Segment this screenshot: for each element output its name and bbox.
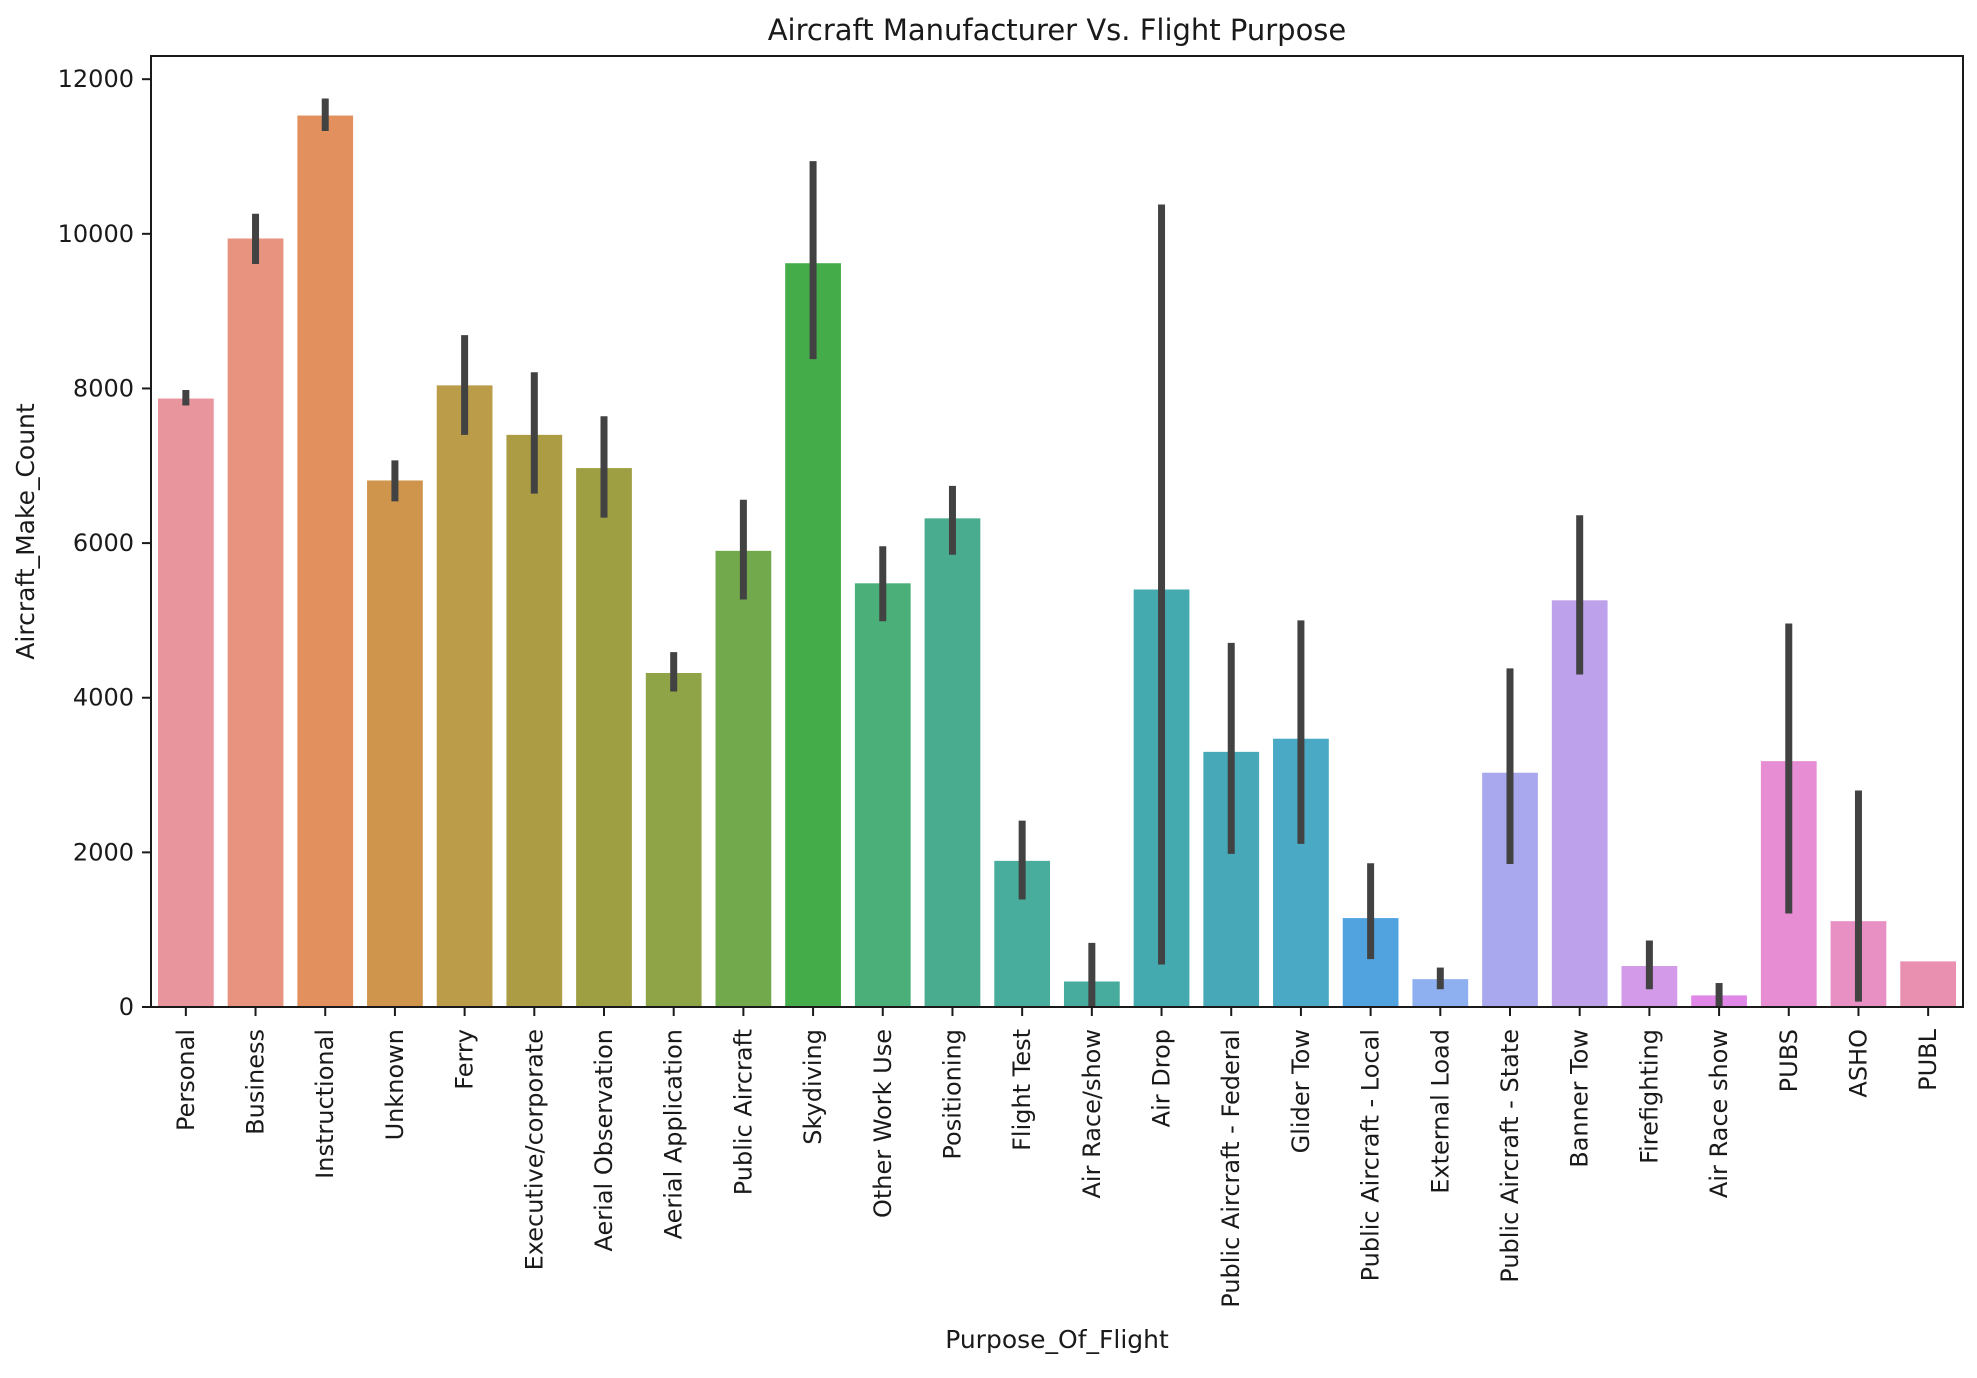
x-tick-label-1: Business bbox=[242, 1029, 270, 1135]
y-axis-label: Aircraft_Make_Count bbox=[11, 403, 40, 660]
bar-3 bbox=[367, 480, 423, 1008]
bar-0 bbox=[157, 398, 214, 1007]
y-tick-label-6: 12000 bbox=[58, 65, 134, 93]
x-tick-label-20: Banner Tow bbox=[1566, 1029, 1594, 1168]
x-tick-label-18: External Load bbox=[1426, 1029, 1454, 1194]
x-tick-label-4: Ferry bbox=[451, 1029, 479, 1090]
x-tick-label-9: Skydiving bbox=[799, 1029, 827, 1145]
bar-25 bbox=[1900, 961, 1957, 1007]
bar-6 bbox=[576, 468, 632, 1008]
x-tick-label-21: Firefighting bbox=[1635, 1029, 1663, 1164]
y-tick-label-0: 0 bbox=[119, 993, 134, 1021]
x-tick-label-16: Glider Tow bbox=[1287, 1029, 1315, 1153]
x-tick-label-12: Flight Test bbox=[1008, 1029, 1036, 1151]
y-tick-label-3: 6000 bbox=[73, 529, 134, 557]
x-tick-label-19: Public Aircraft - State bbox=[1496, 1029, 1524, 1283]
bar-4 bbox=[436, 385, 493, 1007]
x-tick-label-17: Public Aircraft - Local bbox=[1357, 1029, 1385, 1281]
x-axis: Personal Business Instructional Unknown Ferr… bbox=[172, 1007, 1942, 1308]
bars-layer bbox=[157, 115, 1957, 1008]
y-tick-label-4: 8000 bbox=[73, 374, 134, 402]
x-tick-label-7: Aerial Application bbox=[660, 1029, 688, 1239]
x-tick-label-15: Public Aircraft - Federal bbox=[1217, 1029, 1245, 1308]
x-tick-label-5: Executive/corporate bbox=[520, 1029, 548, 1270]
plot-frame bbox=[150, 55, 1964, 1008]
x-tick-label-0: Personal bbox=[172, 1029, 200, 1131]
x-tick-label-3: Unknown bbox=[381, 1029, 409, 1140]
bar-5 bbox=[506, 434, 563, 1008]
x-tick-label-11: Positioning bbox=[938, 1029, 966, 1160]
x-tick-label-22: Air Race show bbox=[1705, 1029, 1733, 1198]
chart-title: Aircraft Manufacturer Vs. Flight Purpose bbox=[768, 13, 1347, 47]
bar-9 bbox=[785, 263, 841, 1008]
error-bars-layer bbox=[182, 98, 1862, 1007]
y-axis: 0 2000 4000 6000 8000 10000 12000 bbox=[58, 65, 151, 1021]
x-tick-label-10: Other Work Use bbox=[869, 1029, 897, 1218]
x-tick-label-8: Public Aircraft bbox=[729, 1029, 757, 1195]
bar-11 bbox=[924, 518, 981, 1007]
bar-2 bbox=[297, 115, 354, 1007]
x-tick-label-2: Instructional bbox=[311, 1029, 339, 1179]
x-tick-label-14: Air Drop bbox=[1148, 1029, 1176, 1127]
x-tick-label-6: Aerial Observation bbox=[590, 1029, 618, 1251]
y-tick-label-2: 4000 bbox=[73, 684, 134, 712]
y-tick-label-1: 2000 bbox=[73, 838, 134, 866]
x-axis-label: Purpose_Of_Flight bbox=[945, 1325, 1169, 1354]
bar-8 bbox=[715, 550, 772, 1007]
x-tick-label-25: PUBL bbox=[1914, 1028, 1942, 1091]
x-tick-label-23: PUBS bbox=[1775, 1029, 1803, 1092]
y-tick-label-5: 10000 bbox=[58, 220, 134, 248]
bar-1 bbox=[227, 238, 284, 1008]
x-tick-label-13: Air Race/show bbox=[1078, 1029, 1106, 1199]
x-tick-label-24: ASHO bbox=[1844, 1029, 1872, 1098]
bar-10 bbox=[854, 583, 911, 1007]
bar-7 bbox=[645, 672, 702, 1007]
